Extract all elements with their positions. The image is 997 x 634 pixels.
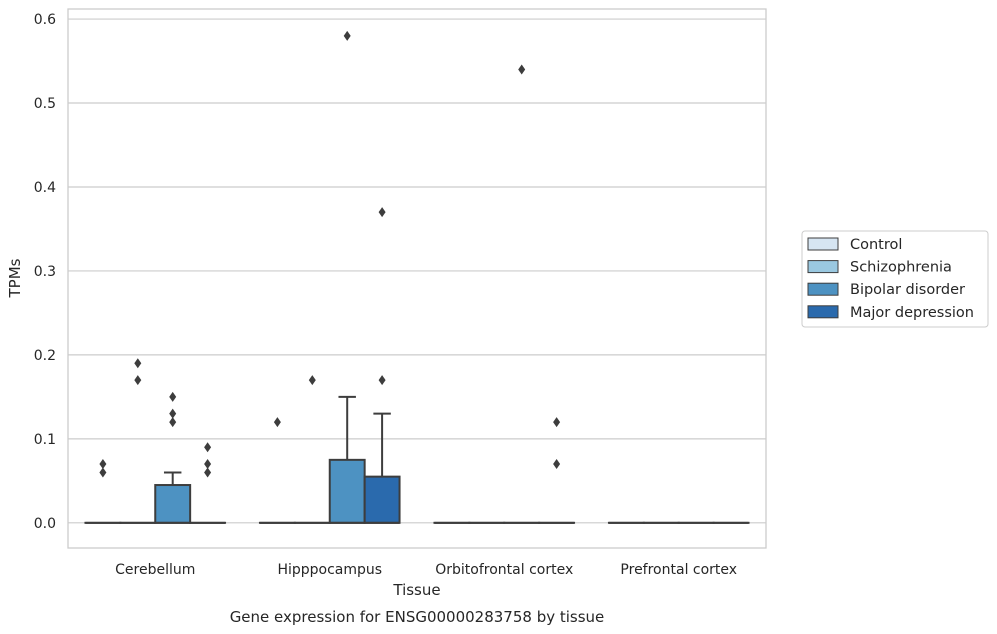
outlier-point [378,207,386,218]
legend-swatch [807,260,839,274]
legend-label: Major depression [850,305,974,321]
box [154,484,192,524]
x-tick-label: Hipppocampus [277,562,382,578]
outlier-point [204,467,212,478]
box-group [363,412,401,524]
y-tick-label: 0.4 [34,180,56,196]
outliers [99,30,561,478]
legend-label: Bipolar disorder [850,282,965,298]
outlier-point [553,459,561,470]
legend-swatch [807,305,839,319]
outlier-point [169,391,177,402]
legend-item: Schizophrenia [807,260,952,276]
box [328,458,366,524]
outlier-point [169,417,177,428]
legend-swatch [807,237,839,251]
legend-label: Schizophrenia [850,260,952,276]
y-tick-label: 0.6 [34,12,56,28]
x-tick-label: Orbitofrontal cortex [435,562,573,578]
outlier-point [553,417,561,428]
box [363,475,401,524]
outlier-point [378,375,386,386]
y-tick-label: 0.0 [34,516,56,532]
box-group [328,395,366,524]
outlier-point [134,358,142,369]
y-tick-label: 0.3 [34,264,56,280]
y-axis-ticks: 0.0 0.1 0.2 0.3 0.4 0.5 0.6 [34,12,56,532]
outlier-point [99,459,107,470]
boxes [84,395,750,524]
legend-swatch [807,282,839,296]
chart-caption: Gene expression for ENSG00000283758 by t… [230,608,605,626]
x-tick-label: Cerebellum [115,562,195,578]
outlier-point [99,467,107,478]
x-axis-label: Tissue [392,581,440,599]
legend-item: Major depression [807,305,974,321]
outlier-point [204,459,212,470]
legend-items: Control Schizophrenia Bipolar disorder Majo… [807,237,974,321]
y-tick-label: 0.2 [34,348,56,364]
plot-frame [67,8,767,549]
outlier-point [169,408,177,419]
legend-item: Bipolar disorder [807,282,965,298]
outlier-point [343,30,351,41]
box-group [154,471,192,524]
outlier-point [308,375,316,386]
legend-frame [801,230,989,328]
y-tick-label: 0.1 [34,432,56,448]
outlier-point [273,417,281,428]
y-axis-label: TPMs [6,258,24,298]
legend: Control Schizophrenia Bipolar disorder Majo… [801,230,989,328]
y-tick-label: 0.5 [34,96,56,112]
x-tick-label: Prefrontal cortex [620,562,737,578]
legend-item: Control [807,237,902,253]
outlier-point [204,442,212,453]
outlier-point [518,64,526,75]
legend-label: Control [850,237,902,253]
outlier-point [134,375,142,386]
x-axis-ticks: Cerebellum Hipppocampus Orbitofrontal cort… [115,562,737,578]
